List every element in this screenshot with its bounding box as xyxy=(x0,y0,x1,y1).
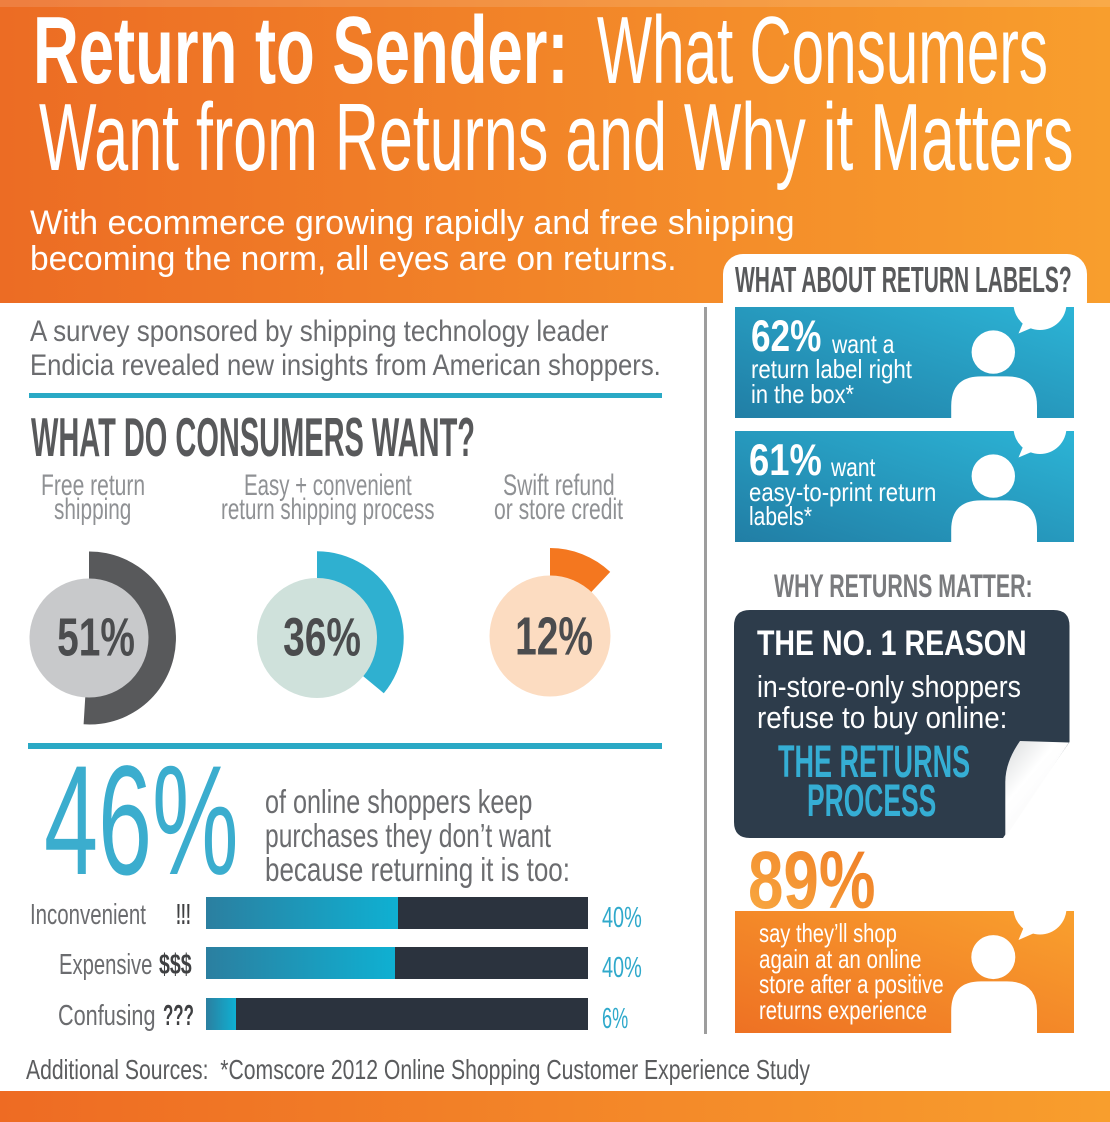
svg-text:51%: 51% xyxy=(57,606,135,667)
svg-text:12%: 12% xyxy=(515,605,593,666)
svg-text:36%: 36% xyxy=(283,606,361,667)
